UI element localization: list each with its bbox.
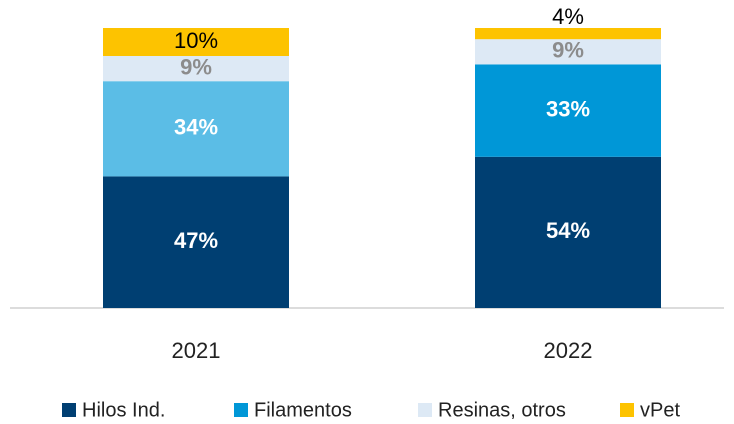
x-tick-label: 2022 xyxy=(544,338,593,363)
x-tick-label: 2021 xyxy=(172,338,221,363)
data-label: 10% xyxy=(174,28,218,53)
bar-segment xyxy=(103,176,289,308)
data-label: 33% xyxy=(546,96,590,121)
legend-label: vPet xyxy=(640,399,680,421)
legend-marker xyxy=(62,403,76,417)
bar-segment xyxy=(475,156,661,308)
legend-label: Hilos Ind. xyxy=(82,399,165,421)
legend-marker xyxy=(620,403,634,417)
data-label: 4% xyxy=(552,4,584,29)
bar-segment xyxy=(103,56,289,82)
legend-label: Resinas, otros xyxy=(438,399,566,421)
bar-segment xyxy=(475,64,661,157)
legend-marker xyxy=(418,403,432,417)
data-label: 34% xyxy=(174,115,218,140)
bar-segment xyxy=(475,28,661,40)
legend-label: Filamentos xyxy=(254,399,352,421)
bar-segment xyxy=(475,39,661,65)
data-label: 47% xyxy=(174,228,218,253)
data-label: 54% xyxy=(546,218,590,243)
bar-segment xyxy=(103,81,289,177)
bar-segment xyxy=(103,28,289,56)
data-label: 9% xyxy=(180,54,212,79)
data-label: 9% xyxy=(552,38,584,63)
legend-marker xyxy=(234,403,248,417)
